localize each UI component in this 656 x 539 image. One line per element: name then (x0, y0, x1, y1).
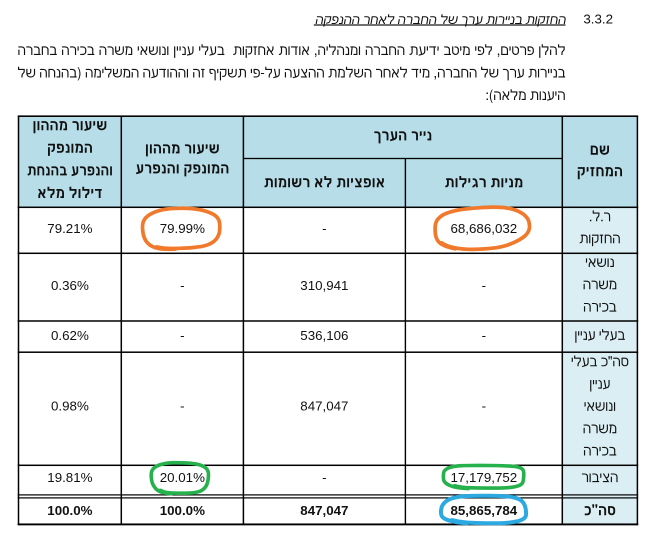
svg-text:-: - (180, 328, 184, 343)
svg-text:0.36%: 0.36% (51, 278, 89, 293)
svg-text:847,047: 847,047 (300, 398, 348, 413)
svg-text:20.01%: 20.01% (160, 470, 205, 485)
svg-text:3.3.2: 3.3.2 (583, 12, 613, 27)
svg-text:-: - (180, 398, 184, 413)
svg-text:-: - (482, 328, 486, 343)
svg-text:-: - (322, 470, 326, 485)
svg-text:79.21%: 79.21% (47, 221, 92, 236)
svg-text:-: - (322, 221, 326, 236)
svg-text:79.99%: 79.99% (160, 221, 205, 236)
svg-text:-: - (180, 278, 184, 293)
svg-text:0.62%: 0.62% (51, 328, 89, 343)
svg-text:-: - (482, 278, 486, 293)
svg-text:310,941: 310,941 (300, 278, 348, 293)
svg-text:85,865,784: 85,865,784 (450, 503, 517, 518)
svg-text:0.98%: 0.98% (51, 398, 89, 413)
svg-text:100.0%: 100.0% (47, 503, 92, 518)
svg-text:536,106: 536,106 (300, 328, 348, 343)
svg-text:-: - (482, 398, 486, 413)
svg-text:847,047: 847,047 (300, 503, 348, 518)
svg-text:19.81%: 19.81% (47, 470, 92, 485)
svg-text:100.0%: 100.0% (160, 503, 205, 518)
svg-text:17,179,752: 17,179,752 (450, 470, 517, 485)
svg-text:68,686,032: 68,686,032 (450, 221, 517, 236)
